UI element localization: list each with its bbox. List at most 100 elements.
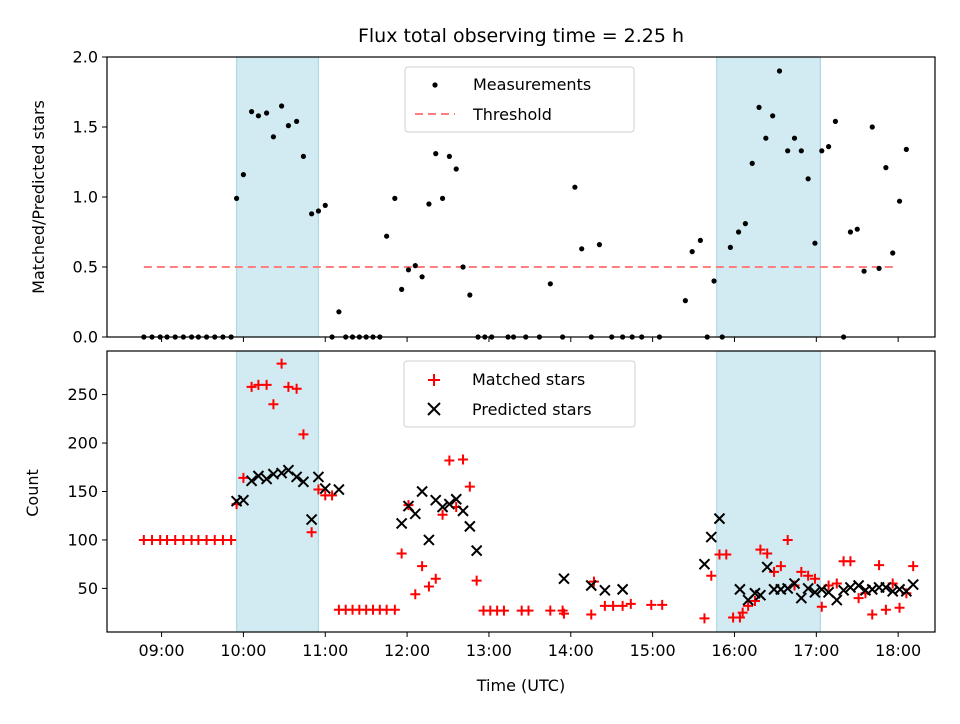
- x-tick-label: 12:00: [384, 641, 430, 660]
- matched-star-point: [444, 455, 455, 466]
- measurement-point: [805, 176, 811, 182]
- measurement-point: [756, 104, 762, 110]
- measurement-point: [233, 195, 240, 201]
- x-tick-label: 15:00: [630, 641, 676, 660]
- measurement-point: [412, 263, 418, 269]
- measurement-point: [798, 148, 804, 154]
- matched-star-point: [246, 381, 257, 392]
- matched-star-point: [894, 602, 905, 613]
- matched-star-point: [796, 566, 807, 577]
- measurement-point: [749, 160, 755, 166]
- ratio-y-axis-label: Matched/Predicted stars: [29, 100, 48, 294]
- predicted-star-point: [761, 561, 773, 573]
- predicted-star-point: [734, 583, 746, 596]
- predicted-star-point: [436, 501, 449, 513]
- count-panel: 09:00 10:00 11:00 12:00 13:00 14:00 15:00 16:00…: [23, 350, 936, 695]
- legend-matched-marker: [428, 374, 440, 386]
- matched-star-point: [737, 607, 748, 618]
- measurement-point: [727, 244, 733, 250]
- matched-star-point: [291, 383, 302, 394]
- measurement-point: [770, 113, 776, 119]
- predicted-star-point: [245, 475, 258, 487]
- matched-star-point: [430, 573, 441, 584]
- measurement-point: [572, 184, 578, 190]
- matched-star-point: [625, 598, 636, 609]
- matched-star-point: [755, 544, 766, 555]
- predicted-star-point: [457, 505, 469, 517]
- predicted-star-point: [754, 589, 767, 601]
- matched-star-point: [313, 484, 324, 495]
- measurement-point: [248, 109, 255, 115]
- predicted-star-point: [585, 579, 597, 592]
- predicted-star-point: [852, 579, 865, 592]
- matched-star-point: [226, 534, 237, 545]
- measurement-point: [776, 68, 783, 74]
- legend-measurements-marker: [432, 82, 438, 88]
- matched-star-point: [423, 581, 434, 592]
- measurement-point: [883, 165, 889, 171]
- matched-star-point: [437, 509, 448, 520]
- matched-star-point: [749, 595, 760, 606]
- measurement-point: [579, 246, 585, 252]
- measurement-point: [384, 233, 390, 239]
- predicted-star-point: [464, 520, 476, 533]
- predicted-star-point: [443, 498, 456, 510]
- matched-star-point: [699, 613, 710, 624]
- matched-star-point: [261, 379, 272, 390]
- x-tick-label: 16:00: [711, 641, 757, 660]
- measurement-point: [255, 113, 262, 119]
- x-tick-label: 10:00: [220, 641, 266, 660]
- measurement-point: [876, 265, 882, 271]
- y-tick-label: 2.0: [73, 48, 98, 67]
- measurement-point: [890, 250, 896, 256]
- measurement-point: [300, 153, 307, 159]
- measurement-point: [832, 118, 839, 124]
- predicted-star-point: [470, 544, 483, 557]
- measurement-point: [279, 103, 285, 109]
- measurement-point: [322, 202, 328, 208]
- measurement-point: [453, 166, 459, 172]
- measurement-point: [294, 118, 300, 124]
- measurement-point: [419, 274, 425, 280]
- matched-star-point: [880, 604, 891, 615]
- predicted-star-point: [599, 584, 611, 597]
- ratio-panel: 0.00.51.01.52.0 Matched/Predicted stars …: [29, 48, 936, 347]
- measurement-point: [336, 309, 342, 315]
- matched-star-point: [845, 556, 856, 567]
- predicted-star-point: [837, 584, 850, 597]
- y-tick-label: 250: [67, 385, 98, 404]
- x-tick-label: 18:00: [875, 641, 921, 660]
- measurement-point: [697, 237, 703, 243]
- matched-star-point: [389, 604, 400, 615]
- matched-star-point: [831, 578, 842, 589]
- predicted-star-point: [816, 583, 828, 596]
- measurement-point: [826, 144, 832, 150]
- measurement-point: [791, 135, 798, 141]
- matched-star-point: [327, 490, 338, 501]
- matched-star-point: [908, 561, 919, 572]
- predicted-star-point: [297, 476, 310, 488]
- matched-star-point: [586, 609, 597, 620]
- measurement-point: [763, 135, 769, 141]
- measurement-point: [240, 172, 247, 178]
- y-tick-label: 100: [67, 530, 98, 549]
- predicted-star-point: [409, 508, 421, 520]
- matched-star-point: [657, 599, 668, 610]
- ratio-legend-box: [404, 66, 635, 133]
- predicted-star-point: [795, 592, 808, 604]
- matched-star-point: [617, 600, 628, 611]
- predicted-star-point: [880, 581, 892, 594]
- y-tick-label: 0.5: [73, 258, 98, 277]
- predicted-star-point: [333, 483, 345, 496]
- y-tick-label: 1.5: [73, 118, 98, 137]
- predicted-star-point: [844, 581, 857, 594]
- measurement-point: [896, 198, 903, 204]
- predicted-star-point: [887, 585, 899, 598]
- predicted-star-point: [260, 473, 273, 485]
- y-tick-label: 0.0: [73, 328, 98, 347]
- x-tick-label: 17:00: [793, 641, 839, 660]
- x-tick-label: 14:00: [548, 641, 594, 660]
- measurement-point: [854, 226, 860, 232]
- y-tick-label: 150: [67, 482, 98, 501]
- matched-star-point: [410, 589, 421, 600]
